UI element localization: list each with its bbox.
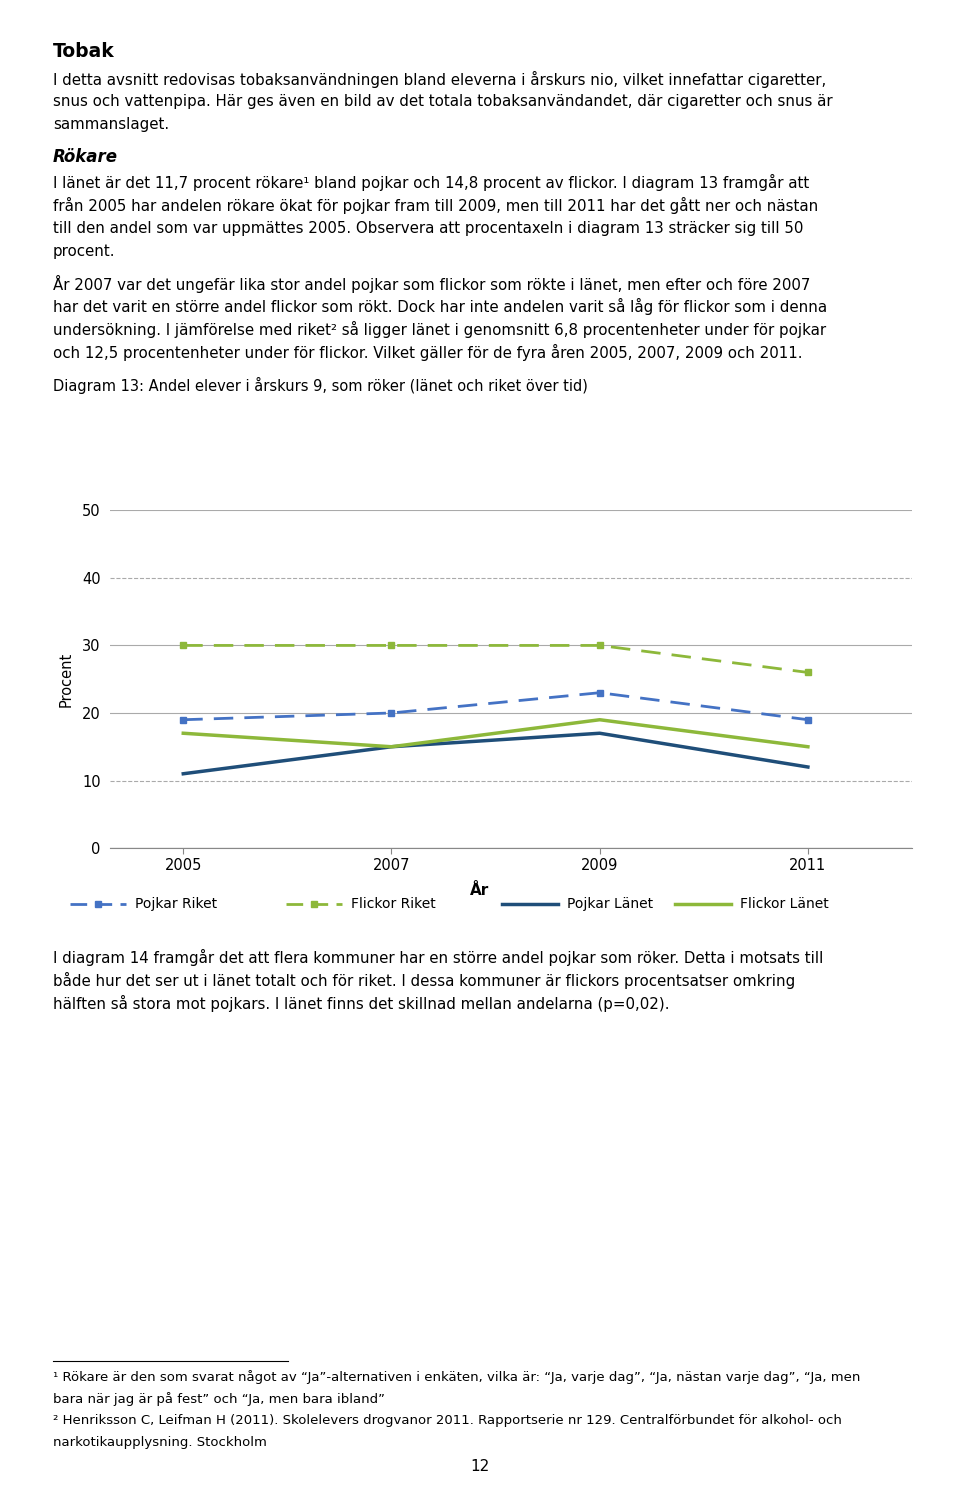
Text: Flickor Länet: Flickor Länet (739, 896, 828, 911)
Text: ¹ Rökare är den som svarat något av “Ja”-alternativen i enkäten, vilka är: “Ja, : ¹ Rökare är den som svarat något av “Ja”… (53, 1370, 860, 1384)
Text: Pojkar Riket: Pojkar Riket (134, 896, 217, 911)
Text: Flickor Riket: Flickor Riket (351, 896, 436, 911)
Text: Tobak: Tobak (53, 42, 114, 62)
Text: I länet är det 11,7 procent rökare¹ bland pojkar och 14,8 procent av flickor. I : I länet är det 11,7 procent rökare¹ blan… (53, 174, 809, 191)
Text: I diagram 14 framgår det att flera kommuner har en större andel pojkar som röker: I diagram 14 framgår det att flera kommu… (53, 949, 823, 965)
Text: procent.: procent. (53, 243, 115, 258)
Text: till den andel som var uppmättes 2005. Observera att procentaxeln i diagram 13 s: till den andel som var uppmättes 2005. O… (53, 221, 804, 236)
Text: Diagram 13: Andel elever i årskurs 9, som röker (länet och riket över tid): Diagram 13: Andel elever i årskurs 9, so… (53, 377, 588, 393)
Text: Pojkar Länet: Pojkar Länet (566, 896, 653, 911)
Text: ² Henriksson C, Leifman H (2011). Skolelevers drogvanor 2011. Rapportserie nr 12: ² Henriksson C, Leifman H (2011). Skolel… (53, 1414, 842, 1427)
Text: från 2005 har andelen rökare ökat för pojkar fram till 2009, men till 2011 har d: från 2005 har andelen rökare ökat för po… (53, 197, 818, 215)
Text: År 2007 var det ungefär lika stor andel pojkar som flickor som rökte i länet, me: År 2007 var det ungefär lika stor andel … (53, 275, 810, 293)
Text: både hur det ser ut i länet totalt och för riket. I dessa kommuner är flickors p: både hur det ser ut i länet totalt och f… (53, 973, 795, 989)
Text: narkotikaupplysning. Stockholm: narkotikaupplysning. Stockholm (53, 1435, 267, 1448)
Text: hälften så stora mot pojkars. I länet finns det skillnad mellan andelarna (p=0,0: hälften så stora mot pojkars. I länet fi… (53, 995, 669, 1012)
Y-axis label: Procent: Procent (59, 651, 74, 707)
Text: sammanslaget.: sammanslaget. (53, 117, 169, 132)
Text: 12: 12 (470, 1459, 490, 1474)
Text: bara när jag är på fest” och “Ja, men bara ibland”: bara när jag är på fest” och “Ja, men ba… (53, 1393, 385, 1406)
Text: Rökare: Rökare (53, 147, 118, 165)
Text: har det varit en större andel flickor som rökt. Dock har inte andelen varit så l: har det varit en större andel flickor so… (53, 297, 827, 315)
Text: År: År (470, 883, 490, 898)
Text: och 12,5 procentenheter under för flickor. Vilket gäller för de fyra åren 2005, : och 12,5 procentenheter under för flicko… (53, 344, 803, 362)
Text: I detta avsnitt redovisas tobaksanvändningen bland eleverna i årskurs nio, vilke: I detta avsnitt redovisas tobaksanvändni… (53, 71, 826, 87)
Text: snus och vattenpipa. Här ges även en bild av det totala tobaksanvändandet, där c: snus och vattenpipa. Här ges även en bil… (53, 93, 832, 108)
Text: undersökning. I jämförelse med riket² så ligger länet i genomsnitt 6,8 procenten: undersökning. I jämförelse med riket² så… (53, 321, 826, 338)
